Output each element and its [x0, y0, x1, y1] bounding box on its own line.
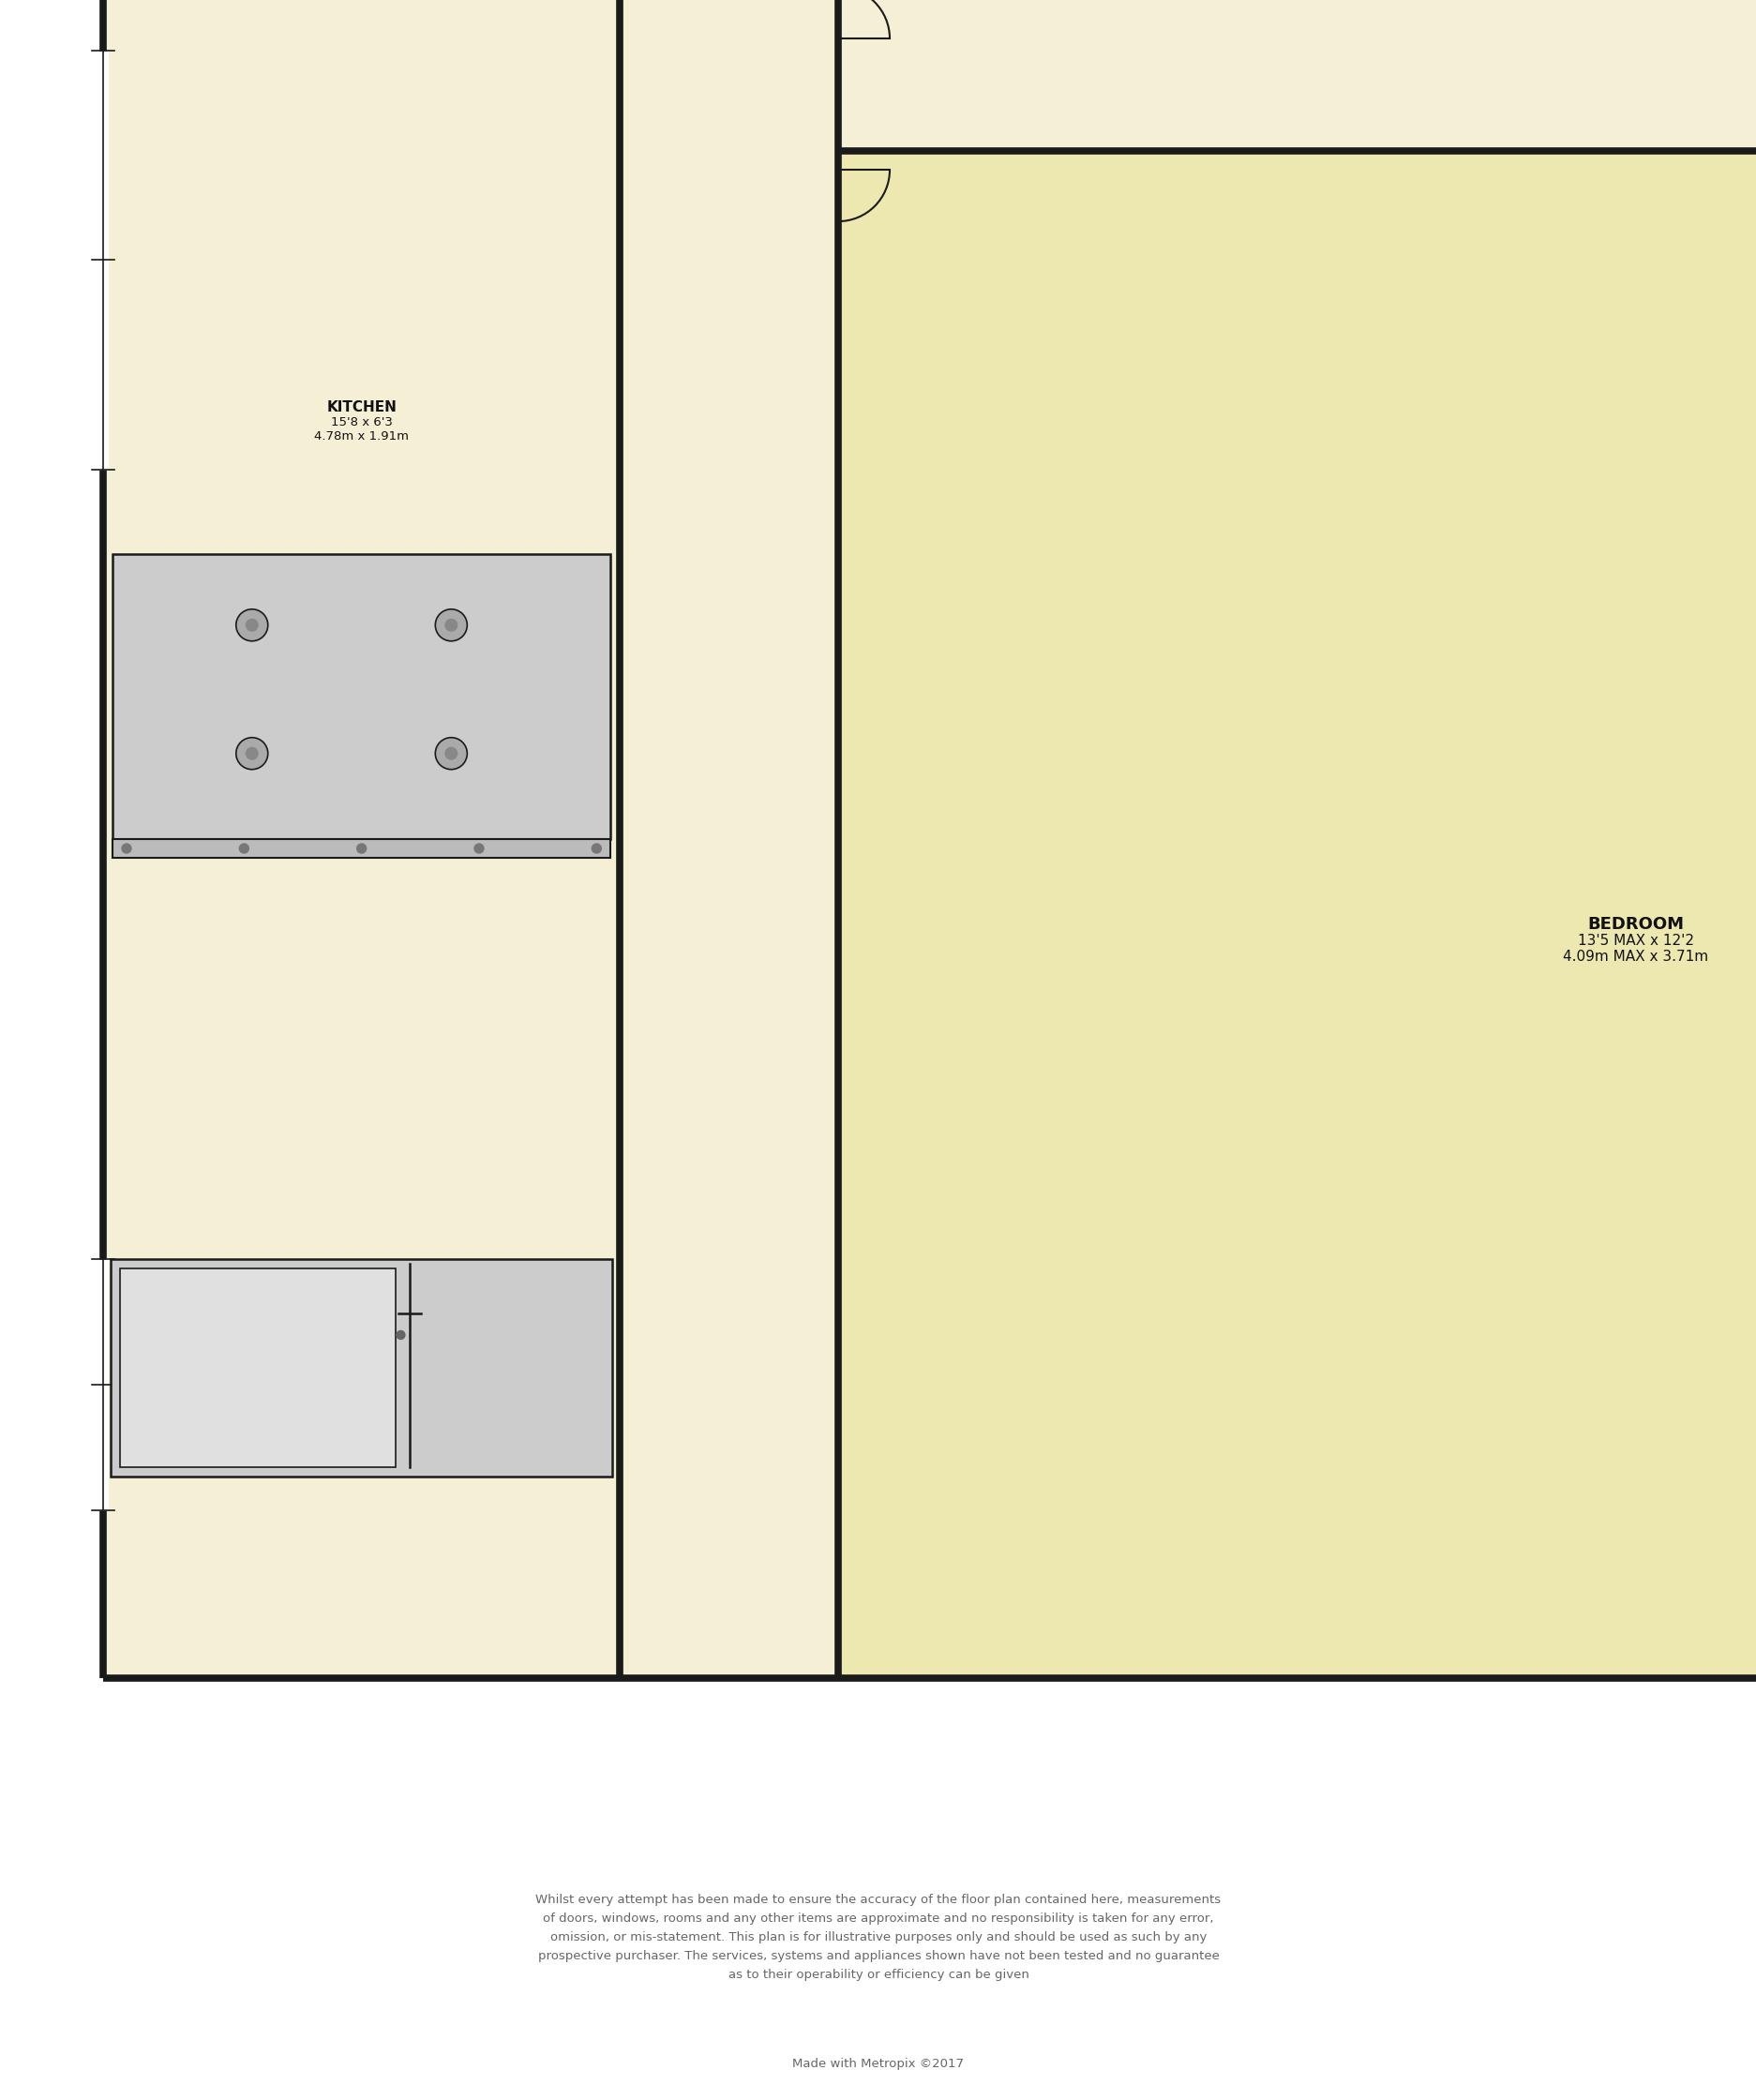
Circle shape	[474, 844, 483, 853]
Polygon shape	[620, 0, 838, 1678]
Text: BEDROOM: BEDROOM	[1587, 916, 1684, 932]
Circle shape	[121, 844, 132, 853]
Circle shape	[239, 844, 249, 853]
Polygon shape	[838, 0, 1756, 151]
Text: KITCHEN: KITCHEN	[327, 401, 397, 416]
Bar	[112, 554, 611, 840]
Circle shape	[444, 748, 458, 760]
Polygon shape	[620, 0, 838, 151]
Bar	[119, 1268, 395, 1468]
Bar	[112, 840, 611, 857]
Circle shape	[235, 609, 267, 640]
Text: Whilst every attempt has been made to ensure the accuracy of the floor plan cont: Whilst every attempt has been made to en…	[536, 1894, 1220, 1982]
Circle shape	[435, 609, 467, 640]
Circle shape	[356, 844, 365, 853]
Text: 4.78m x 1.91m: 4.78m x 1.91m	[314, 430, 409, 443]
Polygon shape	[104, 0, 620, 1678]
Circle shape	[435, 737, 467, 769]
Text: 13'5 MAX x 12'2: 13'5 MAX x 12'2	[1577, 932, 1693, 947]
Text: 15'8 x 6'3: 15'8 x 6'3	[330, 416, 392, 428]
Circle shape	[592, 844, 601, 853]
Circle shape	[397, 1331, 404, 1340]
Bar	[111, 1258, 613, 1476]
Circle shape	[235, 737, 267, 769]
Circle shape	[246, 620, 258, 632]
Text: Made with Metropix ©2017: Made with Metropix ©2017	[792, 2058, 964, 2071]
Circle shape	[246, 748, 258, 760]
Polygon shape	[838, 151, 1756, 1678]
Circle shape	[444, 620, 458, 632]
Text: 4.09m MAX x 3.71m: 4.09m MAX x 3.71m	[1563, 949, 1709, 964]
